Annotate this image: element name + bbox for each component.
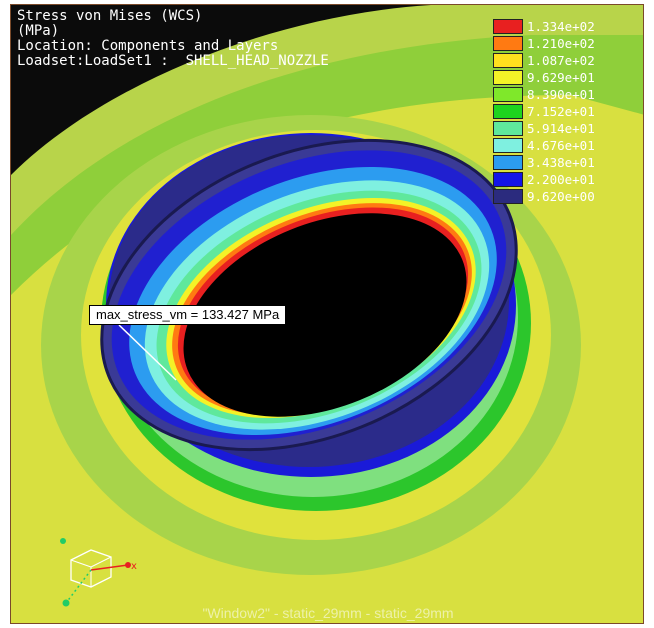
annotation-leader (118, 324, 177, 381)
legend-swatch (493, 36, 523, 51)
legend-value: 1.210e+02 (527, 36, 595, 51)
coordinate-triad[interactable]: x (60, 538, 137, 607)
result-location: Location: Components and Layers (17, 38, 279, 54)
legend-value: 4.676e+01 (527, 138, 595, 153)
legend-swatch (493, 87, 523, 102)
result-viewport[interactable]: x Stress von Mises (WCS) (MPa) Location:… (10, 4, 644, 624)
legend-swatch (493, 70, 523, 85)
legend-value: 3.438e+01 (527, 155, 595, 170)
legend-swatch (493, 19, 523, 34)
legend-swatch (493, 172, 523, 187)
legend-value: 8.390e+01 (527, 87, 595, 102)
legend-value: 7.152e+01 (527, 104, 595, 119)
legend-swatch (493, 189, 523, 204)
legend-swatch (493, 121, 523, 136)
legend-value: 2.200e+01 (527, 172, 595, 187)
legend-value: 5.914e+01 (527, 121, 595, 136)
legend-value: 1.334e+02 (527, 19, 595, 34)
legend-swatch (493, 138, 523, 153)
stress-contour-scene[interactable]: x (11, 5, 644, 624)
result-loadset: Loadset:LoadSet1 : SHELL_HEAD_NOZZLE (17, 53, 329, 69)
nozzle-hole (183, 213, 467, 417)
window-caption: "Window2" - static_29mm - static_29mm (202, 605, 454, 621)
legend-swatch (493, 155, 523, 170)
legend-value: 9.629e+01 (527, 70, 595, 85)
result-title: Stress von Mises (WCS) (17, 8, 203, 24)
legend-swatch (493, 53, 523, 68)
max-stress-annotation[interactable]: max_stress_vm = 133.427 MPa (89, 305, 287, 325)
result-units: (MPa) (17, 23, 60, 39)
legend-value: 9.620e+00 (527, 189, 595, 204)
triad-x-label: x (131, 561, 137, 572)
legend-swatch (493, 104, 523, 119)
legend-value: 1.087e+02 (527, 53, 595, 68)
